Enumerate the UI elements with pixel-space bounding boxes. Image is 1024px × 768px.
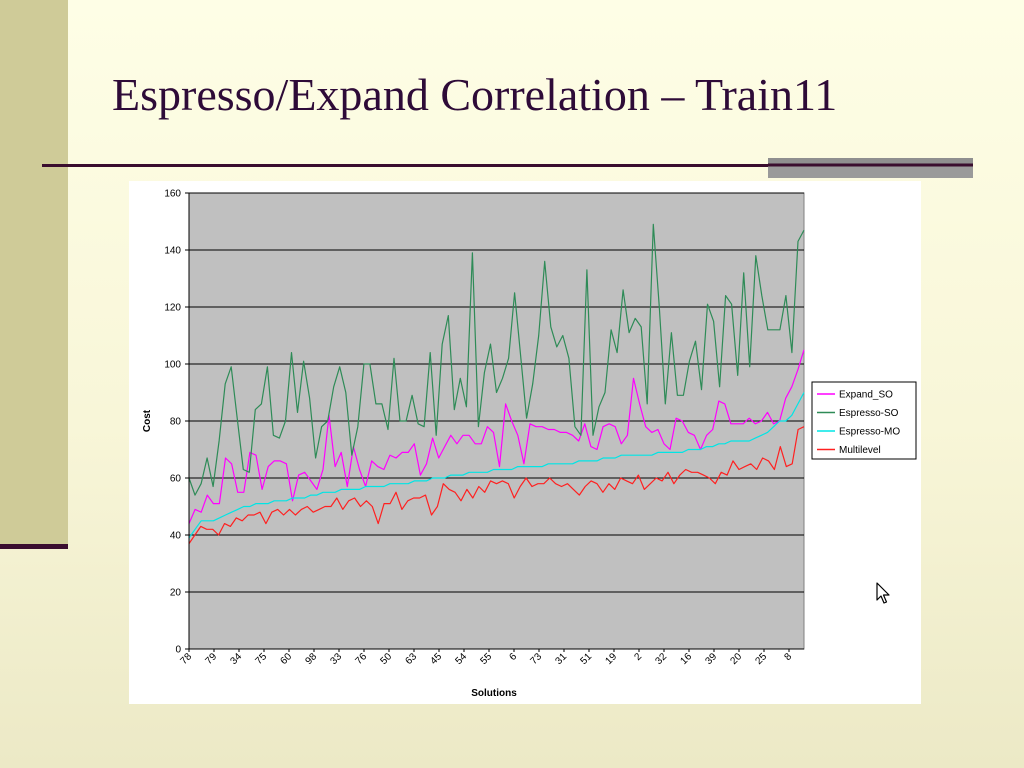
legend-label-espresso-mo: Espresso-MO (839, 427, 900, 438)
x-tick-label-98: 98 (303, 651, 319, 667)
x-tick-label-6: 6 (507, 651, 519, 663)
x-axis-ticks: 78 79 34 75 60 98 33 76 50 63 45 54 55 6 73 31 51 19 2 32 16… (178, 649, 794, 667)
x-tick-label-51: 51 (578, 651, 594, 667)
x-tick-label-54: 54 (453, 651, 469, 667)
series-line-espresso-so (188, 223, 805, 496)
y-axis-label: Cost (142, 409, 153, 432)
left-decorative-band (0, 0, 68, 548)
y-tick-label-160: 160 (164, 189, 181, 200)
y-tick-label-80: 80 (170, 417, 182, 428)
x-tick-label-19: 19 (603, 651, 619, 667)
legend-label-expand-so: Expand_SO (839, 390, 893, 401)
x-tick-label-45: 45 (428, 651, 444, 667)
series-line-expand-so (188, 349, 805, 524)
slide-title: Espresso/Expand Correlation – Train11 (112, 69, 838, 120)
x-tick-label-76: 76 (353, 651, 369, 667)
legend-entries: Expand_SO Espresso-SO Espresso-MO Multileve… (817, 390, 900, 456)
y-tick-label-100: 100 (164, 360, 181, 371)
x-tick-label-16: 16 (678, 651, 694, 667)
legend-box (811, 381, 917, 460)
legend-label-multilevel: Multilevel (839, 445, 881, 456)
x-tick-label-25: 25 (753, 651, 769, 667)
title-underline-rule (42, 164, 972, 167)
y-tick-label-0: 0 (175, 645, 181, 656)
arrow-cursor-icon (876, 582, 890, 604)
x-tick-label-73: 73 (528, 651, 544, 667)
y-tick-label-120: 120 (164, 303, 181, 314)
x-tick-label-32: 32 (653, 651, 669, 667)
y-tick-label-140: 140 (164, 246, 181, 257)
series-line-espresso-mo (188, 392, 805, 539)
legend: Expand_SO Espresso-SO Espresso-MO Multileve… (811, 381, 917, 460)
y-tick-label-60: 60 (170, 474, 182, 485)
y-axis-ticks: 0 20 40 60 80 100 120 140 160 (164, 189, 189, 656)
left-band-accent-bar (0, 544, 68, 549)
x-tick-label-50: 50 (378, 651, 394, 667)
x-tick-label-34: 34 (228, 651, 244, 667)
series-line-multilevel (188, 426, 805, 544)
x-axis-label: Solutions (471, 688, 517, 699)
x-tick-label-79: 79 (203, 651, 219, 667)
gridlines (189, 192, 804, 593)
x-tick-label-55: 55 (478, 651, 494, 667)
x-tick-label-75: 75 (253, 651, 269, 667)
title-accent-block (768, 158, 973, 178)
chart-panel: 0 20 40 60 80 100 120 140 160 78 79 34 75 60 98 33 76 50… (129, 181, 921, 704)
legend-label-espresso-so: Espresso-SO (839, 408, 899, 419)
y-tick-label-40: 40 (170, 531, 182, 542)
x-tick-label-63: 63 (403, 651, 419, 667)
x-tick-label-8: 8 (782, 651, 794, 663)
x-tick-label-31: 31 (553, 651, 569, 667)
y-tick-label-20: 20 (170, 588, 182, 599)
series-lines (188, 223, 805, 544)
x-tick-label-2: 2 (632, 651, 644, 663)
x-tick-label-20: 20 (728, 651, 744, 667)
x-tick-label-39: 39 (703, 651, 719, 667)
x-tick-label-60: 60 (278, 651, 294, 667)
x-tick-label-33: 33 (328, 651, 344, 667)
